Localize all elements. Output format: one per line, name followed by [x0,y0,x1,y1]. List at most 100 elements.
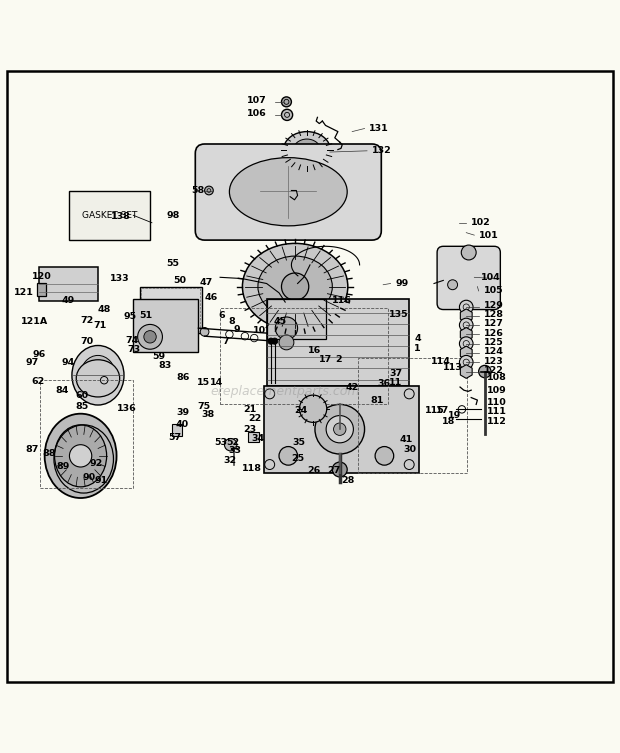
Text: 73: 73 [127,346,140,355]
Text: 49: 49 [62,297,75,306]
Ellipse shape [81,355,115,395]
Ellipse shape [258,256,332,317]
Text: 41: 41 [400,435,413,444]
Text: 34: 34 [251,434,264,443]
Text: 52: 52 [226,437,239,447]
Circle shape [200,328,209,336]
Text: 81: 81 [371,395,384,404]
Circle shape [326,416,353,443]
Text: 42: 42 [346,383,359,392]
Text: 22: 22 [248,413,261,422]
Circle shape [281,97,291,107]
Text: 87: 87 [25,445,39,454]
Text: ereplacementparts.com: ereplacementparts.com [210,386,360,398]
Text: 28: 28 [341,476,355,485]
Text: 107: 107 [247,96,267,105]
Bar [37,283,46,296]
Bar [220,308,388,404]
Text: 30: 30 [403,444,416,453]
Bar [140,287,202,333]
Bar [172,424,182,436]
Text: 122: 122 [484,366,503,375]
Text: 133: 133 [110,274,130,283]
Circle shape [279,335,294,350]
Text: 85: 85 [76,402,89,410]
Circle shape [332,462,347,477]
Circle shape [315,404,365,454]
Circle shape [144,331,156,343]
Text: 124: 124 [484,347,503,356]
Text: 91: 91 [95,476,108,484]
Text: GASKET SET: GASKET SET [82,211,138,220]
Circle shape [375,447,394,465]
Text: 138: 138 [111,212,131,221]
Text: 104: 104 [480,273,500,282]
Text: 90: 90 [82,473,95,482]
Text: 47: 47 [200,278,213,287]
Text: 118: 118 [242,464,262,473]
Text: 132: 132 [372,145,392,154]
Text: 94: 94 [62,358,75,367]
Text: 10: 10 [253,326,266,335]
Text: 16: 16 [308,346,321,355]
Text: 40: 40 [175,420,188,429]
Circle shape [268,338,274,344]
Text: 97: 97 [25,358,38,367]
Text: 57: 57 [169,433,182,442]
Circle shape [205,186,213,195]
Circle shape [275,317,298,340]
Text: 14: 14 [210,378,223,387]
Text: 74: 74 [125,336,138,345]
Text: 11: 11 [389,378,402,387]
Text: 102: 102 [471,218,491,227]
Text: 15: 15 [197,378,210,387]
Circle shape [448,280,458,290]
Circle shape [138,325,162,349]
Text: 17: 17 [319,355,332,364]
Text: 123: 123 [484,356,503,365]
Text: 6: 6 [218,311,225,320]
Circle shape [299,395,327,422]
Text: 24: 24 [294,406,308,415]
Text: 19: 19 [448,411,461,420]
Text: 114: 114 [431,357,451,366]
Text: 131: 131 [369,124,389,133]
Bar [264,386,418,473]
Bar [141,288,200,331]
Text: 83: 83 [158,361,171,370]
Text: 60: 60 [76,391,89,400]
Text: 9: 9 [234,325,241,334]
Text: 84: 84 [56,386,69,395]
Text: 121: 121 [14,288,34,297]
Text: 55: 55 [166,259,179,268]
Text: 75: 75 [197,402,210,410]
Ellipse shape [72,346,124,405]
FancyBboxPatch shape [195,144,381,240]
Text: 95: 95 [124,312,137,321]
Circle shape [459,300,473,314]
Circle shape [272,338,278,344]
Circle shape [281,273,309,300]
Ellipse shape [293,139,321,161]
Bar [40,380,133,488]
Text: 7: 7 [222,337,229,346]
Text: 51: 51 [140,311,153,320]
Text: 36: 36 [377,380,390,389]
Text: 58: 58 [192,186,205,195]
Text: 112: 112 [487,416,507,425]
Circle shape [334,423,346,435]
Circle shape [459,319,473,332]
Text: 98: 98 [166,211,180,220]
Text: 111: 111 [487,407,507,416]
Text: 96: 96 [32,350,45,359]
Text: 53: 53 [214,438,227,447]
Text: 127: 127 [484,319,503,328]
Text: 1: 1 [414,344,421,353]
Circle shape [459,337,473,350]
FancyBboxPatch shape [437,246,500,309]
Text: 33: 33 [228,447,241,456]
Text: 2: 2 [335,355,342,364]
Ellipse shape [283,132,330,169]
Text: 105: 105 [484,286,503,295]
Text: 86: 86 [177,373,190,383]
